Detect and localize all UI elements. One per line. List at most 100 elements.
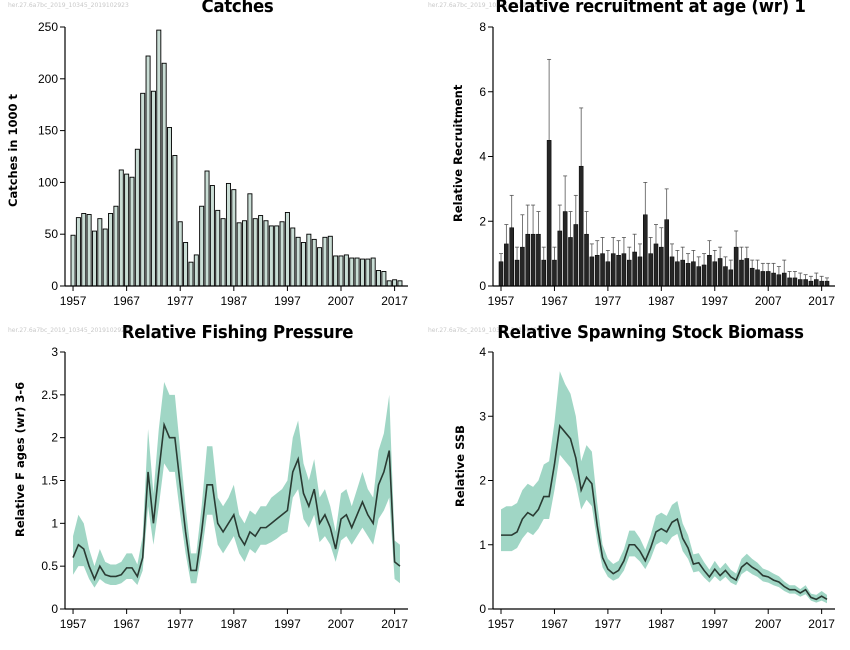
- bar: [707, 254, 712, 287]
- y-tick-label: 150: [38, 124, 58, 138]
- x-tick-label: 2017: [808, 617, 835, 631]
- x-tick-label: 1987: [220, 294, 247, 308]
- x-tick-label: 2017: [808, 294, 835, 308]
- bar: [675, 261, 680, 287]
- x-tick-label: 1967: [113, 617, 140, 631]
- y-tick-label: 100: [38, 175, 58, 189]
- bar: [584, 233, 589, 287]
- chart-title-fishing: Relative Fishing Pressure: [121, 322, 354, 343]
- bar: [397, 280, 403, 287]
- bar: [156, 29, 162, 287]
- bar: [749, 267, 755, 287]
- bar: [75, 217, 81, 287]
- bar: [145, 55, 151, 287]
- bar: [140, 92, 146, 287]
- bar: [723, 266, 728, 287]
- bar: [648, 253, 653, 287]
- bar: [193, 254, 199, 287]
- y-tick-label: 0: [51, 602, 58, 616]
- bar: [514, 259, 520, 287]
- bar: [236, 222, 242, 287]
- bar: [781, 272, 787, 287]
- bar: [102, 228, 108, 287]
- bar: [685, 263, 691, 287]
- bar: [653, 243, 659, 287]
- bar: [765, 271, 771, 287]
- x-tick-label: 1957: [488, 294, 515, 308]
- bar: [664, 219, 669, 287]
- bar: [322, 236, 328, 287]
- bar: [86, 214, 92, 287]
- y-tick-label: 0.5: [41, 559, 58, 573]
- bar: [70, 234, 76, 287]
- bar: [124, 173, 130, 287]
- bar: [520, 246, 525, 287]
- x-tick-label: 1997: [274, 294, 301, 308]
- bar: [97, 218, 103, 287]
- bar: [733, 246, 739, 287]
- panel-watermark: her.27.6a7bc_2019_10345_2019102923: [8, 327, 129, 334]
- chart-title-catches: Catches: [201, 0, 274, 17]
- bar: [118, 169, 124, 287]
- x-tick-label: 2007: [328, 294, 355, 308]
- bar: [284, 211, 290, 287]
- bar: [381, 271, 387, 287]
- y-tick-label: 0: [479, 279, 486, 293]
- bar: [701, 264, 707, 287]
- bar: [605, 261, 611, 287]
- bar: [814, 279, 819, 287]
- bar: [637, 256, 643, 287]
- bar: [824, 280, 830, 287]
- bar: [134, 148, 140, 287]
- bar: [643, 214, 648, 287]
- x-tick-label: 2007: [328, 617, 355, 631]
- bar: [108, 213, 114, 287]
- bar: [739, 259, 744, 287]
- y-tick-label: 2: [479, 214, 486, 228]
- chart-title-recruitment: Relative recruitment at age (wr) 1: [495, 0, 806, 17]
- bar: [172, 155, 178, 287]
- bar: [161, 62, 167, 287]
- y-tick-label: 1: [479, 538, 486, 552]
- y-tick-label: 8: [479, 20, 486, 34]
- bar: [760, 271, 766, 287]
- bar: [819, 280, 824, 287]
- x-tick-label: 1997: [701, 294, 728, 308]
- fishing-chart: 0 0.5 1 1.5 2 2.5 3 1957 1967 1977 1987 1997 2007 201…: [41, 345, 408, 631]
- x-tick-label: 1967: [541, 294, 568, 308]
- bar: [616, 254, 621, 287]
- bar: [295, 236, 301, 287]
- bar: [343, 254, 349, 287]
- bar: [771, 272, 776, 287]
- x-tick-label: 1987: [220, 617, 247, 631]
- bar: [177, 221, 183, 287]
- bar: [669, 256, 675, 287]
- bar: [659, 246, 664, 287]
- bar: [392, 279, 398, 287]
- bar: [311, 238, 317, 287]
- bar: [600, 253, 605, 287]
- bar: [327, 235, 333, 287]
- y-tick-label: 250: [38, 20, 58, 34]
- bar: [183, 242, 189, 287]
- bar: [525, 233, 531, 287]
- bar: [370, 257, 376, 287]
- x-tick-label: 1997: [274, 617, 301, 631]
- y-tick-label: 2: [51, 431, 58, 445]
- series-line: [72, 421, 401, 582]
- bar: [797, 279, 803, 287]
- x-tick-label: 1997: [701, 617, 728, 631]
- bar: [209, 185, 215, 287]
- x-tick-label: 2017: [381, 617, 408, 631]
- y-tick-label: 0: [479, 602, 486, 616]
- bar: [536, 233, 541, 287]
- bar: [632, 251, 637, 287]
- bar: [333, 255, 339, 287]
- bar: [803, 279, 808, 287]
- x-tick-label: 2017: [381, 294, 408, 308]
- bar: [568, 237, 573, 287]
- bar: [306, 233, 312, 287]
- x-tick-label: 1957: [488, 617, 515, 631]
- recruitment-chart: 0 2 4 6 8 1957 1967 1977 1987 1997 2007 2017: [479, 20, 835, 308]
- ssb-chart: 0 1 2 3 4 1957 1967 1977 1987 1997 2007 2017: [479, 345, 835, 631]
